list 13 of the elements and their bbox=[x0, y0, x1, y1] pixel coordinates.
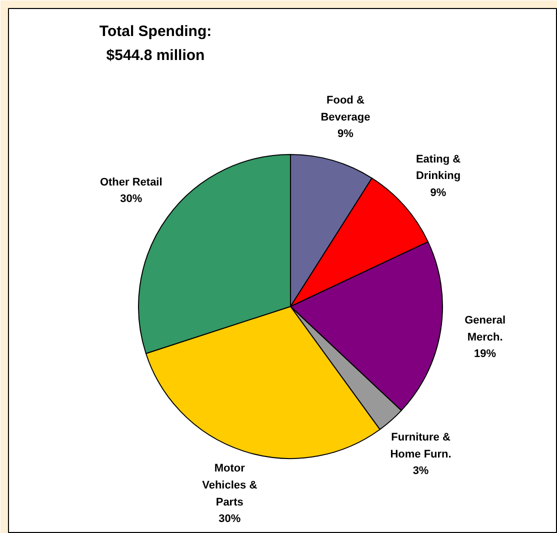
data-label: 3% bbox=[412, 465, 429, 478]
slice-label: Furniture & Home Furn. bbox=[390, 431, 452, 460]
data-label: 30% bbox=[218, 513, 241, 526]
slice-label: Eating & Drinking bbox=[416, 153, 461, 182]
slice-label: Motor Vehicles & Parts bbox=[202, 462, 258, 508]
slice-label: General Merch. bbox=[464, 314, 506, 344]
data-label: 9% bbox=[338, 128, 354, 140]
chart-title: Total Spending: $544.8 million bbox=[99, 23, 212, 64]
data-label: 30% bbox=[120, 193, 142, 206]
slice-label: Food & Beverage bbox=[320, 94, 370, 124]
data-label: 9% bbox=[430, 187, 446, 200]
data-label: 19% bbox=[474, 348, 496, 360]
slice-label: Other Retail bbox=[100, 176, 162, 188]
